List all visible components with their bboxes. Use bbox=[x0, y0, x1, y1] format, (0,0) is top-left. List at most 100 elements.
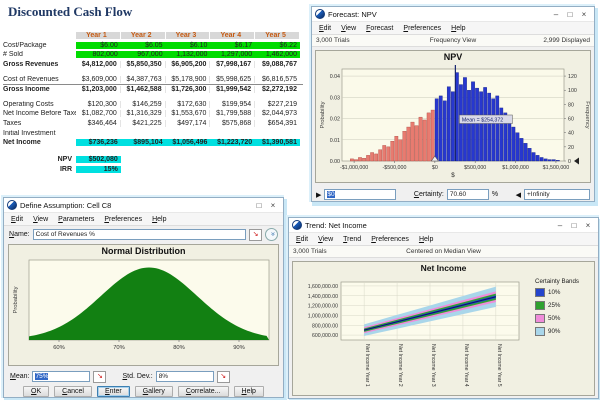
sheet-cell[interactable]: 967,000 bbox=[137, 51, 163, 59]
sheet-col-header[interactable]: Year 1 bbox=[76, 32, 120, 40]
window-titlebar[interactable]: Trend: Net Income – □ × bbox=[289, 218, 598, 233]
close-button[interactable]: × bbox=[270, 200, 276, 210]
mean-input[interactable]: 75% bbox=[32, 371, 91, 382]
sheet-cell[interactable]: $575,868 bbox=[210, 120, 256, 128]
sheet-cell[interactable]: $172,630 bbox=[166, 100, 211, 108]
npv-value[interactable]: $502,080 bbox=[76, 156, 121, 164]
sheet-cell[interactable]: $6,905,200 bbox=[166, 61, 211, 69]
sheet-cell[interactable]: $5,998,625 bbox=[210, 75, 256, 83]
close-button[interactable]: × bbox=[585, 220, 591, 230]
menu-item-help[interactable]: Help bbox=[152, 215, 167, 223]
menu-item-help[interactable]: Help bbox=[451, 24, 466, 32]
sheet-cell[interactable]: $1,082,700 bbox=[76, 110, 121, 118]
sheet-col-header[interactable]: Year 2 bbox=[120, 32, 165, 40]
sheet-cell[interactable]: $146,259 bbox=[121, 100, 166, 108]
name-input[interactable]: Cost of Revenues % bbox=[32, 229, 246, 240]
sheet-cell[interactable]: $5,178,900 bbox=[166, 75, 211, 83]
stddev-input[interactable]: 8% bbox=[155, 371, 214, 382]
close-button[interactable]: × bbox=[581, 9, 587, 19]
window-titlebar[interactable]: Forecast: NPV – □ × bbox=[312, 7, 594, 22]
sheet-cell[interactable]: $120,300 bbox=[76, 100, 121, 108]
sheet-cell[interactable]: $9,088,767 bbox=[261, 61, 297, 69]
sheet-cell[interactable]: 1,297,000 bbox=[221, 51, 253, 59]
menu-item-edit[interactable]: Edit bbox=[319, 24, 332, 32]
minimize-button[interactable]: – bbox=[557, 220, 563, 230]
menu-item-preferences[interactable]: Preferences bbox=[371, 235, 409, 243]
sheet-cell[interactable]: $6.05 bbox=[145, 41, 163, 49]
npv-histogram[interactable]: 0.00 0.01 0.02 0.03 0.04 0 20 40 60 80 100 120 -$1,0… bbox=[316, 63, 590, 181]
sheet-cell[interactable]: $1,553,670 bbox=[166, 110, 211, 118]
sheet-row-label: Gross Income bbox=[3, 86, 50, 94]
sheet-cell[interactable]: $2,044,973 bbox=[261, 110, 297, 118]
sheet-cell[interactable]: $4,387,763 bbox=[121, 75, 166, 83]
sheet-col-header[interactable]: Year 4 bbox=[210, 32, 255, 40]
menu-item-preferences[interactable]: Preferences bbox=[104, 215, 143, 223]
sheet-cell[interactable]: $1,390,581 bbox=[261, 139, 297, 147]
menu-item-trend[interactable]: Trend bbox=[343, 235, 362, 243]
help-button[interactable]: Help bbox=[233, 386, 264, 397]
mean-cell-reference-button[interactable]: ↘ bbox=[93, 370, 107, 383]
expand-button[interactable]: » bbox=[265, 228, 278, 241]
correlate-button[interactable]: Correlate... bbox=[177, 386, 229, 397]
enter-button[interactable]: Enter bbox=[96, 386, 130, 397]
menu-item-view[interactable]: View bbox=[341, 24, 357, 32]
sheet-cell[interactable]: 1,462,000 bbox=[265, 51, 297, 59]
menu-item-forecast[interactable]: Forecast bbox=[366, 24, 394, 32]
maximize-button[interactable]: □ bbox=[571, 220, 577, 230]
window-title: Forecast: NPV bbox=[328, 9, 377, 19]
sheet-cell[interactable]: $736,236 bbox=[88, 139, 118, 147]
sheet-cell[interactable]: $1,203,000 bbox=[76, 86, 121, 94]
menu-item-preferences[interactable]: Preferences bbox=[403, 24, 442, 32]
sheet-cell[interactable]: $1,999,542 bbox=[210, 86, 256, 94]
right-grabber-icon[interactable]: ◀ bbox=[515, 191, 522, 199]
trials-status: 3,000 Trials bbox=[293, 248, 327, 255]
sheet-cell[interactable]: $5,850,350 bbox=[121, 61, 166, 69]
sheet-cell[interactable]: $6,816,575 bbox=[261, 75, 297, 83]
sheet-cell[interactable]: $6.22 bbox=[279, 41, 297, 49]
left-grabber-icon[interactable]: ▶ bbox=[316, 191, 322, 199]
sheet-cell[interactable]: $1,316,329 bbox=[121, 110, 166, 118]
stddev-cell-reference-button[interactable]: ↘ bbox=[216, 370, 230, 383]
sheet-cell[interactable]: $7,998,167 bbox=[210, 61, 256, 69]
cancel-button[interactable]: Cancel bbox=[54, 386, 92, 397]
menu-item-edit[interactable]: Edit bbox=[296, 235, 309, 243]
maximize-button[interactable]: □ bbox=[567, 9, 573, 19]
gallery-button[interactable]: Gallery bbox=[134, 386, 173, 397]
sheet-cell[interactable]: $1,462,588 bbox=[121, 86, 166, 94]
sheet-cell[interactable]: $6.00 bbox=[100, 41, 118, 49]
range-min-input[interactable]: $0 bbox=[324, 189, 397, 200]
sheet-cell[interactable]: $199,954 bbox=[210, 100, 256, 108]
menu-item-view[interactable]: View bbox=[318, 235, 334, 243]
sheet-cell[interactable]: $6.10 bbox=[189, 41, 208, 49]
sheet-cell[interactable]: $1,726,300 bbox=[166, 86, 211, 94]
menu-item-parameters[interactable]: Parameters bbox=[58, 215, 95, 223]
sheet-cell[interactable]: $227,219 bbox=[267, 100, 297, 108]
sheet-cell[interactable]: $654,391 bbox=[267, 120, 297, 128]
minimize-button[interactable]: – bbox=[553, 9, 559, 19]
sheet-cell[interactable]: $3,609,000 bbox=[76, 75, 121, 83]
menu-item-view[interactable]: View bbox=[33, 215, 49, 223]
sheet-cell[interactable]: $1,223,720 bbox=[217, 139, 253, 147]
sheet-col-header[interactable]: Year 3 bbox=[165, 32, 210, 40]
ok-button[interactable]: OK bbox=[23, 386, 50, 397]
window-titlebar[interactable]: Define Assumption: Cell C8 □ × bbox=[4, 198, 283, 213]
maximize-button[interactable]: □ bbox=[256, 200, 262, 210]
sheet-cell[interactable]: $421,225 bbox=[121, 120, 166, 128]
sheet-cell[interactable]: $895,104 bbox=[133, 139, 163, 147]
sheet-cell[interactable]: $346,464 bbox=[76, 120, 121, 128]
range-max-input[interactable]: +Infinity bbox=[524, 189, 591, 200]
sheet-cell[interactable]: $2,272,192 bbox=[261, 86, 297, 94]
irr-value[interactable]: 15% bbox=[76, 165, 121, 173]
sheet-cell[interactable]: 802,000 bbox=[92, 51, 118, 59]
sheet-cell[interactable]: $6.17 bbox=[234, 41, 253, 49]
sheet-cell[interactable]: $497,174 bbox=[166, 120, 211, 128]
sheet-cell[interactable]: $1,056,496 bbox=[172, 139, 208, 147]
sheet-cell[interactable]: $4,812,000 bbox=[76, 61, 121, 69]
menu-item-help[interactable]: Help bbox=[418, 235, 434, 243]
certainty-input[interactable]: 70.60 bbox=[446, 189, 489, 200]
menu-item-edit[interactable]: Edit bbox=[11, 215, 24, 223]
sheet-col-header[interactable]: Year 5 bbox=[255, 32, 299, 40]
cell-reference-button[interactable]: ↘ bbox=[249, 228, 262, 241]
sheet-cell[interactable]: $1,799,588 bbox=[210, 110, 256, 118]
sheet-cell[interactable]: 1,132,000 bbox=[176, 51, 208, 59]
